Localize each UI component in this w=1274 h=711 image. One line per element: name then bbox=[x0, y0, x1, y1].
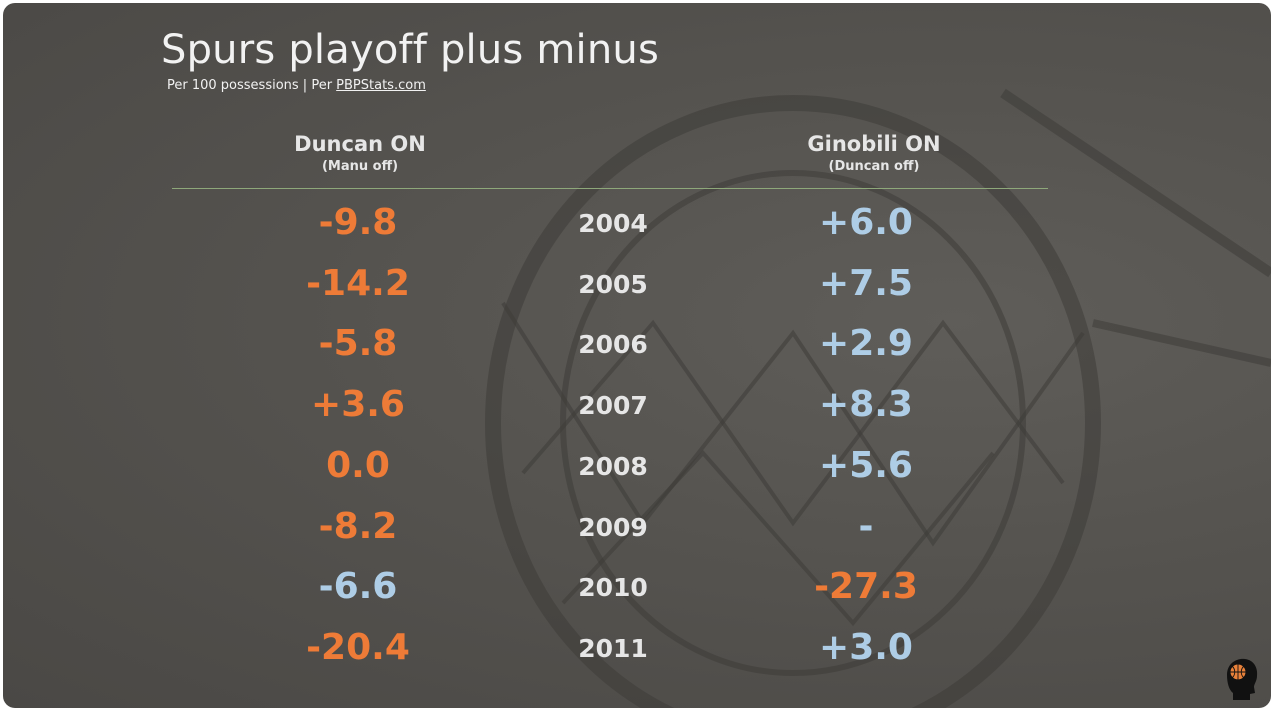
duncan-on-value: -5.8 bbox=[318, 323, 398, 365]
season-year: 2010 bbox=[578, 573, 648, 603]
head-with-basketball-icon bbox=[1227, 658, 1258, 700]
source-link[interactable]: PBPStats.com bbox=[336, 78, 426, 93]
column-header-duncan-label: Duncan ON bbox=[294, 132, 426, 156]
season-year: 2007 bbox=[578, 391, 648, 421]
duncan-on-value: -9.8 bbox=[318, 202, 398, 243]
header-divider bbox=[172, 188, 1048, 189]
ginobili-on-value: +6.0 bbox=[819, 202, 913, 243]
table-row: -6.6 2010 -27.3 bbox=[3, 564, 1271, 624]
duncan-on-value: -20.4 bbox=[306, 626, 410, 668]
season-year: 2004 bbox=[578, 209, 648, 238]
subtitle: Per 100 possessions | Per PBPStats.com bbox=[167, 78, 426, 93]
ginobili-on-value: +2.9 bbox=[819, 323, 913, 365]
table-row: +3.6 2007 +8.3 bbox=[3, 382, 1271, 442]
ginobili-on-value: +7.5 bbox=[819, 262, 913, 304]
season-year: 2011 bbox=[578, 633, 648, 663]
video-frame: Spurs playoff plus minus Per 100 possess… bbox=[3, 3, 1271, 708]
duncan-on-value: 0.0 bbox=[326, 444, 390, 486]
season-year: 2006 bbox=[578, 330, 648, 360]
column-header-duncan-sublabel: (Manu off) bbox=[321, 159, 399, 174]
ginobili-on-value: +5.6 bbox=[819, 444, 913, 486]
table-row: -20.4 2011 +3.0 bbox=[3, 625, 1271, 685]
duncan-on-value: -8.2 bbox=[318, 505, 398, 547]
column-header-ginobili: Ginobili ON (Duncan off) bbox=[744, 132, 1004, 174]
table-row: -5.8 2006 +2.9 bbox=[3, 321, 1271, 381]
column-header-duncan: Duncan ON (Manu off) bbox=[230, 132, 490, 174]
ginobili-on-value: +3.0 bbox=[819, 626, 913, 668]
page-title: Spurs playoff plus minus bbox=[161, 27, 660, 73]
season-year: 2008 bbox=[578, 451, 648, 481]
duncan-on-value: -14.2 bbox=[306, 262, 410, 304]
duncan-on-value: -6.6 bbox=[318, 566, 398, 608]
table-row: -14.2 2005 +7.5 bbox=[3, 261, 1271, 321]
table-row: -8.2 2009 - bbox=[3, 504, 1271, 564]
ginobili-on-value: - bbox=[858, 505, 874, 547]
season-year: 2005 bbox=[578, 269, 648, 299]
column-header-ginobili-label: Ginobili ON bbox=[807, 132, 941, 156]
ginobili-on-value: +8.3 bbox=[819, 384, 913, 426]
table-row: 0.0 2008 +5.6 bbox=[3, 443, 1271, 503]
column-header-ginobili-sublabel: (Duncan off) bbox=[828, 159, 920, 174]
basketball-hoop-background bbox=[485, 88, 1271, 708]
duncan-on-value: +3.6 bbox=[311, 384, 405, 426]
table-row: -9.8 2004 +6.0 bbox=[3, 200, 1271, 260]
subtitle-text: Per 100 possessions | Per bbox=[167, 78, 337, 93]
season-year: 2009 bbox=[578, 512, 648, 542]
ginobili-on-value: -27.3 bbox=[814, 566, 918, 608]
